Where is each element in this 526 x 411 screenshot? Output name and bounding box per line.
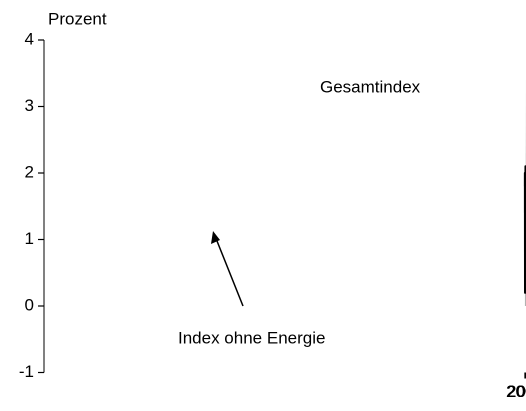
annotation-arrow: [214, 235, 244, 307]
annotation: Gesamtindex: [320, 77, 421, 96]
y-axis-label: Prozent: [48, 9, 107, 28]
x-tick-label: 2002: [506, 382, 526, 401]
y-tick-label: 0: [25, 295, 34, 314]
y-tick-label: 2: [25, 162, 34, 181]
x-tick-label: 2006: [507, 382, 526, 401]
x-tick-label: 2003: [506, 382, 526, 401]
x-tick-label: 2004: [507, 382, 526, 401]
arrow-head: [211, 231, 220, 244]
x-tick-label: 2005: [507, 382, 526, 401]
y-tick-label: 1: [25, 229, 34, 248]
y-tick-label: -1: [19, 362, 34, 381]
y-tick-label: 4: [25, 29, 34, 48]
y-tick-label: 3: [25, 96, 34, 115]
annotation: Index ohne Energie: [178, 328, 325, 347]
